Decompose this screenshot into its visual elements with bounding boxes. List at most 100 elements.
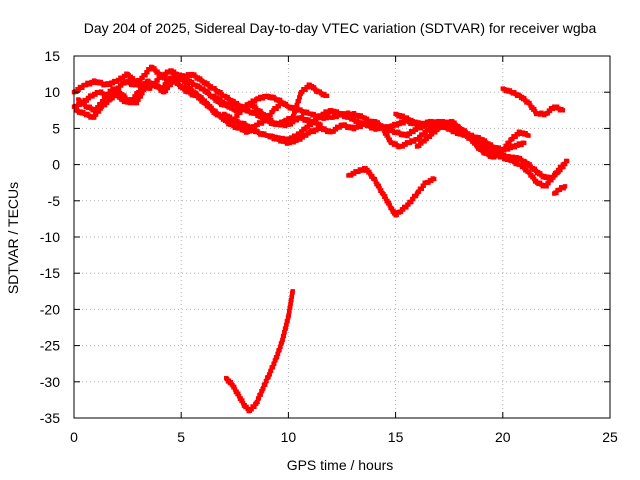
trace-sample	[360, 168, 365, 173]
trace-sample	[264, 378, 269, 384]
trace-sample	[334, 114, 339, 120]
trace-sample	[236, 391, 241, 396]
trace-sample	[288, 122, 293, 127]
trace-sample	[90, 80, 95, 86]
trace-sample	[176, 77, 181, 83]
trace-sample	[77, 102, 82, 108]
series-track-12	[552, 184, 568, 196]
trace-sample	[110, 81, 116, 86]
trace-sample	[84, 98, 90, 103]
trace-sample	[513, 134, 518, 140]
trace-sample	[314, 128, 319, 133]
trace-sample	[274, 354, 280, 360]
trace-sample	[356, 169, 361, 175]
trace-sample	[123, 74, 128, 79]
trace-sample	[426, 128, 432, 133]
trace-sample	[553, 172, 558, 178]
trace-sample	[252, 404, 257, 409]
trace-sample	[104, 94, 110, 100]
trace-sample	[507, 140, 512, 146]
y-tick-label: -5	[48, 193, 61, 209]
trace-sample	[93, 112, 99, 117]
trace-sample	[390, 124, 396, 129]
trace-sample	[228, 379, 234, 385]
trace-sample	[286, 312, 292, 318]
data-point	[140, 75, 145, 80]
trace-sample	[235, 113, 240, 118]
trace-sample	[429, 132, 435, 137]
trace-sample	[468, 134, 473, 140]
trace-sample	[256, 96, 262, 102]
trace-sample	[351, 171, 357, 176]
trace-sample	[316, 115, 321, 121]
trace-sample	[117, 78, 122, 83]
y-tick-label: -35	[40, 410, 60, 426]
x-axis-label: GPS time / hours	[287, 457, 394, 473]
trace-sample	[232, 384, 237, 390]
trace-sample	[268, 112, 273, 118]
trace-sample	[330, 115, 335, 120]
trace-sample	[545, 111, 551, 116]
trace-sample	[400, 144, 405, 149]
series-track-13	[224, 289, 295, 414]
y-tick-label: 0	[52, 157, 60, 173]
trace-sample	[300, 129, 305, 134]
trace-sample	[268, 368, 274, 374]
series-track-9	[414, 118, 531, 160]
trace-sample	[300, 135, 305, 140]
trace-sample	[409, 199, 414, 205]
trace-sample	[563, 161, 568, 167]
trace-sample	[305, 85, 310, 90]
trace-sample	[275, 351, 281, 356]
trace-sample	[376, 183, 382, 188]
trace-sample	[249, 407, 254, 412]
trace-sample	[419, 141, 424, 146]
trace-sample	[372, 176, 378, 182]
trace-sample	[404, 205, 409, 210]
data-point	[431, 176, 437, 182]
trace-sample	[294, 118, 299, 123]
trace-sample	[419, 186, 425, 191]
trace-sample	[333, 127, 339, 132]
trace-sample	[337, 125, 342, 130]
trace-sample	[259, 121, 265, 126]
trace-sample	[426, 180, 431, 185]
trace-sample	[83, 82, 89, 88]
trace-sample	[247, 129, 253, 134]
trace-sample	[519, 142, 524, 148]
trace-sample	[284, 118, 290, 123]
trace-sample	[505, 147, 511, 152]
trace-sample	[240, 398, 245, 403]
trace-sample	[120, 76, 126, 81]
trace-sample	[295, 102, 300, 107]
trace-sample	[274, 106, 279, 111]
trace-sample	[93, 92, 98, 97]
trace-sample	[113, 93, 119, 99]
trace-sample	[133, 94, 138, 99]
trace-sample	[411, 196, 416, 202]
trace-sample	[433, 130, 438, 135]
trace-sample	[137, 89, 142, 95]
trace-sample	[138, 94, 144, 99]
trace-sample	[331, 129, 336, 134]
trace-sample	[96, 109, 102, 114]
trace-sample	[544, 184, 549, 189]
trace-sample	[265, 115, 270, 121]
data-point	[406, 202, 411, 207]
data-point	[526, 133, 531, 138]
trace-sample	[547, 108, 553, 114]
trace-sample	[130, 76, 136, 81]
trace-sample	[405, 133, 410, 139]
trace-sample	[233, 108, 239, 114]
trace-sample	[277, 121, 283, 127]
trace-sample	[413, 193, 419, 199]
trace-sample	[105, 100, 110, 105]
data-point	[522, 140, 527, 146]
data-series	[71, 64, 570, 414]
trace-sample	[288, 301, 293, 307]
trace-sample	[143, 73, 148, 78]
trace-sample	[397, 121, 402, 127]
x-tick-label: 5	[177, 429, 185, 445]
trace-sample	[416, 143, 422, 149]
